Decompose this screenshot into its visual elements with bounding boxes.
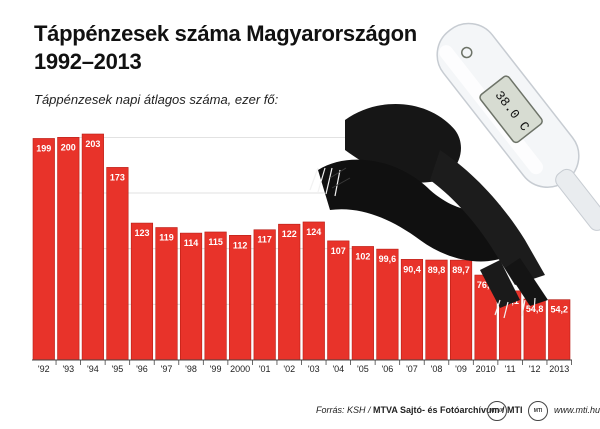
bar-value-label: 119 (159, 233, 174, 243)
bar-value-label: 89,7 (452, 265, 470, 275)
x-tick-label: '99 (210, 364, 222, 374)
x-tick-label: '97 (161, 364, 173, 374)
footer: Forrás: KSH / MTVA Sajtó- és Fotóarchívu… (316, 405, 523, 415)
bar-value-label: 124 (306, 227, 321, 237)
x-tick-label: '08 (431, 364, 443, 374)
source-text: Forrás: KSH / (316, 405, 371, 415)
bar-value-label: 173 (110, 172, 125, 182)
x-tick-label: '96 (136, 364, 148, 374)
x-axis: '92 '93 '94 '95 '96 '97 '98 '99 2000 '01 '02 '03 '04… (32, 359, 572, 374)
x-tick-label: 2010 (476, 364, 496, 374)
bar-value-label: 115 (208, 237, 223, 247)
x-tick-label: '93 (62, 364, 74, 374)
bar-value-label: 199 (36, 143, 51, 153)
bar-value-label: 107 (331, 246, 346, 256)
x-tick-label: '12 (529, 364, 541, 374)
x-tick-label: '01 (259, 364, 271, 374)
bar-value-label: 99,6 (379, 254, 397, 264)
x-tick-label: '11 (505, 364, 516, 374)
bar-value-label: 114 (184, 238, 199, 248)
x-tick-label: '07 (406, 364, 418, 374)
x-tick-label: 2000 (230, 364, 250, 374)
x-tick-label: '95 (112, 364, 124, 374)
x-tick-label: 2013 (549, 364, 569, 374)
bar-value-label: 117 (257, 235, 272, 245)
scarf-icon (309, 103, 548, 319)
x-tick-label: '06 (382, 364, 394, 374)
bar-value-label: 89,8 (428, 265, 446, 275)
chart-title: Táppénzesek száma Magyarországon 1992–20… (34, 20, 417, 76)
bar-value-label: 203 (85, 139, 100, 149)
bar-value-label: 200 (61, 142, 76, 152)
bar-value-label: 54,2 (550, 305, 568, 315)
bar-value-label: 90,4 (403, 264, 421, 274)
footer-url[interactable]: www.mti.hu (554, 405, 600, 415)
x-tick-label: '09 (455, 364, 467, 374)
bar-value-label: 112 (233, 240, 248, 250)
x-tick-label: '03 (308, 364, 320, 374)
mtva-logo: MTVA (487, 401, 507, 421)
mti-logo: MTI (528, 401, 548, 421)
x-tick-label: '04 (332, 364, 344, 374)
bar-value-label: 76,3 (477, 280, 495, 290)
agency-text: MTVA Sajtó- és Fotóarchívum / MTI (373, 405, 523, 415)
x-tick-label: '92 (38, 364, 50, 374)
bar-value-label: 102 (355, 251, 370, 261)
bars: 199 200 203 173 123 119 114 115 112 117 122 124 107 1… (32, 133, 571, 361)
bar-value-label: 123 (134, 228, 149, 238)
title-line-1: Táppénzesek száma Magyarországon (34, 21, 417, 46)
x-tick-label: '02 (283, 364, 295, 374)
x-tick-label: '98 (185, 364, 197, 374)
title-line-2: 1992–2013 (34, 49, 142, 74)
x-tick-label: '94 (87, 364, 99, 374)
thermometer-icon: 38.0 C (436, 22, 600, 231)
chart-subtitle: Táppénzesek napi átlagos száma, ezer fő: (34, 92, 279, 107)
x-tick-label: '05 (357, 364, 369, 374)
bar-value-label: 122 (282, 229, 297, 239)
